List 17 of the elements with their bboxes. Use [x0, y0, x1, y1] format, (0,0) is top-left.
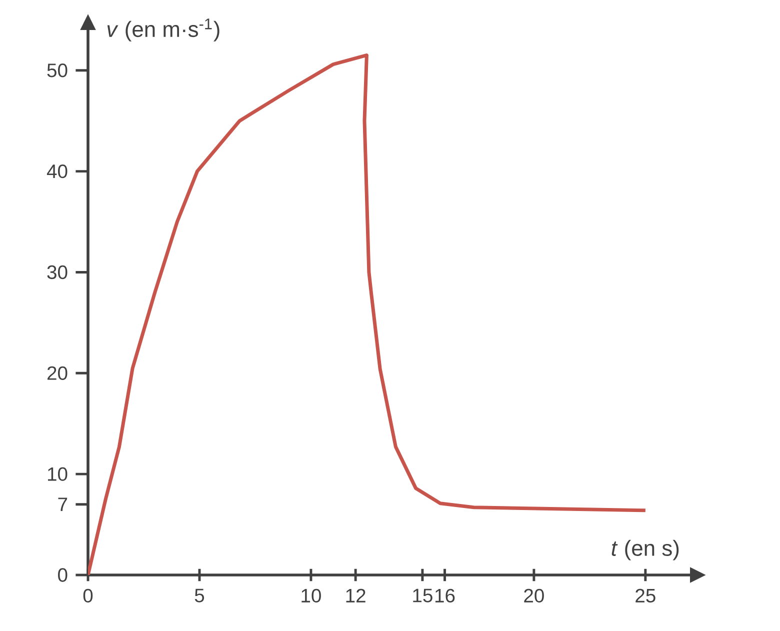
y-axis-title: v (en m·s$^{-1}$)	[107, 18, 220, 42]
y-tick-label: 0	[58, 568, 68, 582]
y-tick-label: 30	[47, 265, 68, 280]
x-tick-label: 20	[524, 588, 544, 603]
x-tick-label: 10	[302, 588, 321, 603]
y-tick-label: 7	[58, 498, 68, 511]
y-tick-label: 20	[47, 366, 68, 380]
x-tick-label: 12	[346, 588, 366, 602]
x-tick-label: 16	[435, 588, 455, 603]
x-axis-title: t (en s)	[612, 540, 679, 560]
y-tick-label: 40	[46, 164, 68, 178]
x-tick-label: 15	[413, 588, 432, 602]
y-tick-label: 10	[48, 467, 68, 481]
x-tick-label: 25	[636, 588, 656, 603]
x-tick-label: 5	[194, 588, 204, 602]
y-tick-label: 50	[47, 64, 68, 78]
x-tick-label: 0	[83, 588, 93, 603]
